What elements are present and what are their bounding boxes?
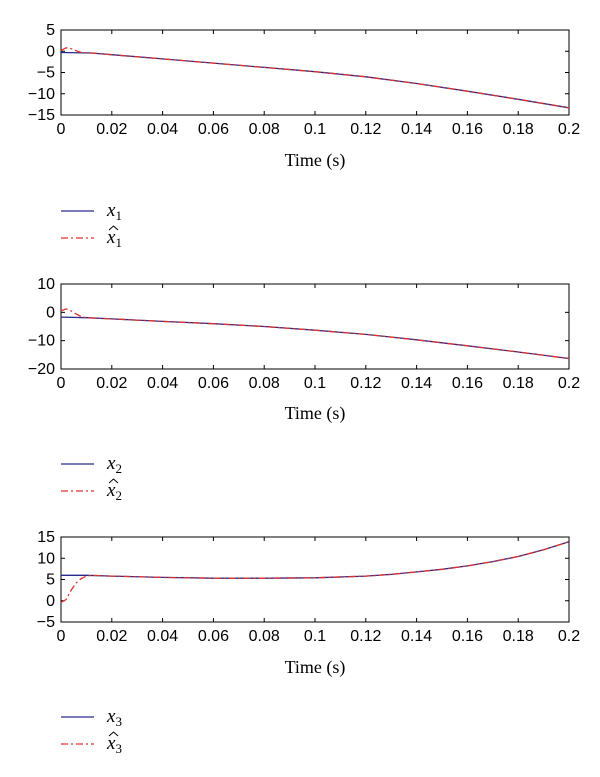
legend-symbol: x xyxy=(106,200,116,221)
y-tick-label: −10 xyxy=(28,86,55,103)
x-tick-label: 0.2 xyxy=(558,121,580,138)
series-line-estimate-1 xyxy=(60,47,570,109)
hat-accent xyxy=(108,731,119,737)
legend-symbol: x xyxy=(106,480,116,501)
x-tick-label: 0.06 xyxy=(198,628,229,645)
series-line-state-2 xyxy=(60,316,570,360)
x-tick-label: 0.1 xyxy=(304,375,326,392)
y-tick-label: 5 xyxy=(46,22,55,39)
legend-symbol: x xyxy=(106,453,116,474)
x-tick-label: 0.12 xyxy=(350,375,381,392)
x-tick-label: 0.1 xyxy=(304,628,326,645)
legend-entry: x3 xyxy=(106,733,122,756)
x-tick-label: 0 xyxy=(57,121,66,138)
y-tick-label: −5 xyxy=(37,614,55,631)
y-tick-label: −20 xyxy=(28,361,55,378)
x-tick-label: 0.14 xyxy=(401,121,432,138)
x-tick-label: 0.1 xyxy=(304,121,326,138)
x-tick-label: 0.2 xyxy=(558,375,580,392)
x-tick-label: 0.12 xyxy=(350,121,381,138)
x-tick-label: 0.04 xyxy=(147,375,178,392)
legend-subscript: 3 xyxy=(115,741,122,756)
x-tick-label: 0 xyxy=(57,375,66,392)
y-tick-label: −15 xyxy=(28,107,55,124)
x-tick-label: 0.16 xyxy=(452,628,483,645)
x-tick-label: 0.06 xyxy=(198,375,229,392)
x-tick-label: 0.02 xyxy=(96,628,127,645)
legend-symbol: x xyxy=(106,733,116,754)
x-tick-label: 0.16 xyxy=(452,121,483,138)
y-tick-label: −10 xyxy=(28,333,55,350)
legend-subscript: 1 xyxy=(115,208,122,223)
x-tick-label: 0.14 xyxy=(401,628,432,645)
x-tick-label: 0.08 xyxy=(249,628,280,645)
legend-subscript: 2 xyxy=(115,488,122,503)
legend-symbol: x xyxy=(106,227,116,248)
x-tick-label: 0.18 xyxy=(503,375,534,392)
x-tick-label: 0.04 xyxy=(147,628,178,645)
x-axis-label: Time (s) xyxy=(285,150,346,171)
x-tick-label: 0.06 xyxy=(198,121,229,138)
legend-entry: x2 xyxy=(106,480,122,503)
axes-box xyxy=(60,283,570,370)
x-tick-label: 0.02 xyxy=(96,375,127,392)
axes-box xyxy=(60,536,570,623)
x-tick-label: 0 xyxy=(57,628,66,645)
x-tick-label: 0.08 xyxy=(249,375,280,392)
series-line-estimate-3 xyxy=(60,541,570,604)
legend-subscript: 2 xyxy=(115,461,122,476)
x-tick-label: 0.16 xyxy=(452,375,483,392)
y-tick-label: 0 xyxy=(46,593,55,610)
y-tick-label: −5 xyxy=(37,65,55,82)
chart-panel-1: 0 0.02 0.04 0.06 0.08 0.1 0.12 0.14 0.16 0.18 0.2 5… xyxy=(28,22,580,250)
x-tick-label: 0.14 xyxy=(401,375,432,392)
chart-panel-2: 0 0.02 0.04 0.06 0.08 0.1 0.12 0.14 0.16 0.18 0.2 1… xyxy=(28,276,580,503)
y-tick-label: 15 xyxy=(37,529,55,546)
series-line-estimate-2 xyxy=(60,308,570,360)
chart-panel-3: 0 0.02 0.04 0.06 0.08 0.1 0.12 0.14 0.16 0.18 0.2 1… xyxy=(37,529,580,756)
axes-box xyxy=(60,29,570,116)
y-tick-label: 0 xyxy=(46,304,55,321)
x-axis-label: Time (s) xyxy=(285,657,346,678)
legend-entry: x1 xyxy=(106,200,122,223)
x-tick-label: 0.18 xyxy=(503,628,534,645)
x-axis-label: Time (s) xyxy=(285,403,346,424)
x-tick-label: 0.04 xyxy=(147,121,178,138)
hat-accent xyxy=(108,225,119,231)
legend-subscript: 1 xyxy=(115,235,122,250)
legend-entry: x3 xyxy=(106,706,122,729)
y-tick-label: 10 xyxy=(37,550,55,567)
x-tick-label: 0.12 xyxy=(350,628,381,645)
legend-entry: x2 xyxy=(106,453,122,476)
legend-subscript: 3 xyxy=(115,714,122,729)
x-tick-label: 0.02 xyxy=(96,121,127,138)
series-line-state-3 xyxy=(61,541,570,579)
legend-entry: x1 xyxy=(106,227,122,250)
x-tick-label: 0.2 xyxy=(558,628,580,645)
y-tick-label: 0 xyxy=(46,43,55,60)
series-line-state-1 xyxy=(60,51,570,109)
x-tick-label: 0.18 xyxy=(503,121,534,138)
y-tick-label: 5 xyxy=(46,572,55,589)
y-tick-label: 10 xyxy=(37,276,55,293)
x-tick-label: 0.08 xyxy=(249,121,280,138)
hat-accent xyxy=(108,478,119,484)
legend-symbol: x xyxy=(106,706,116,727)
